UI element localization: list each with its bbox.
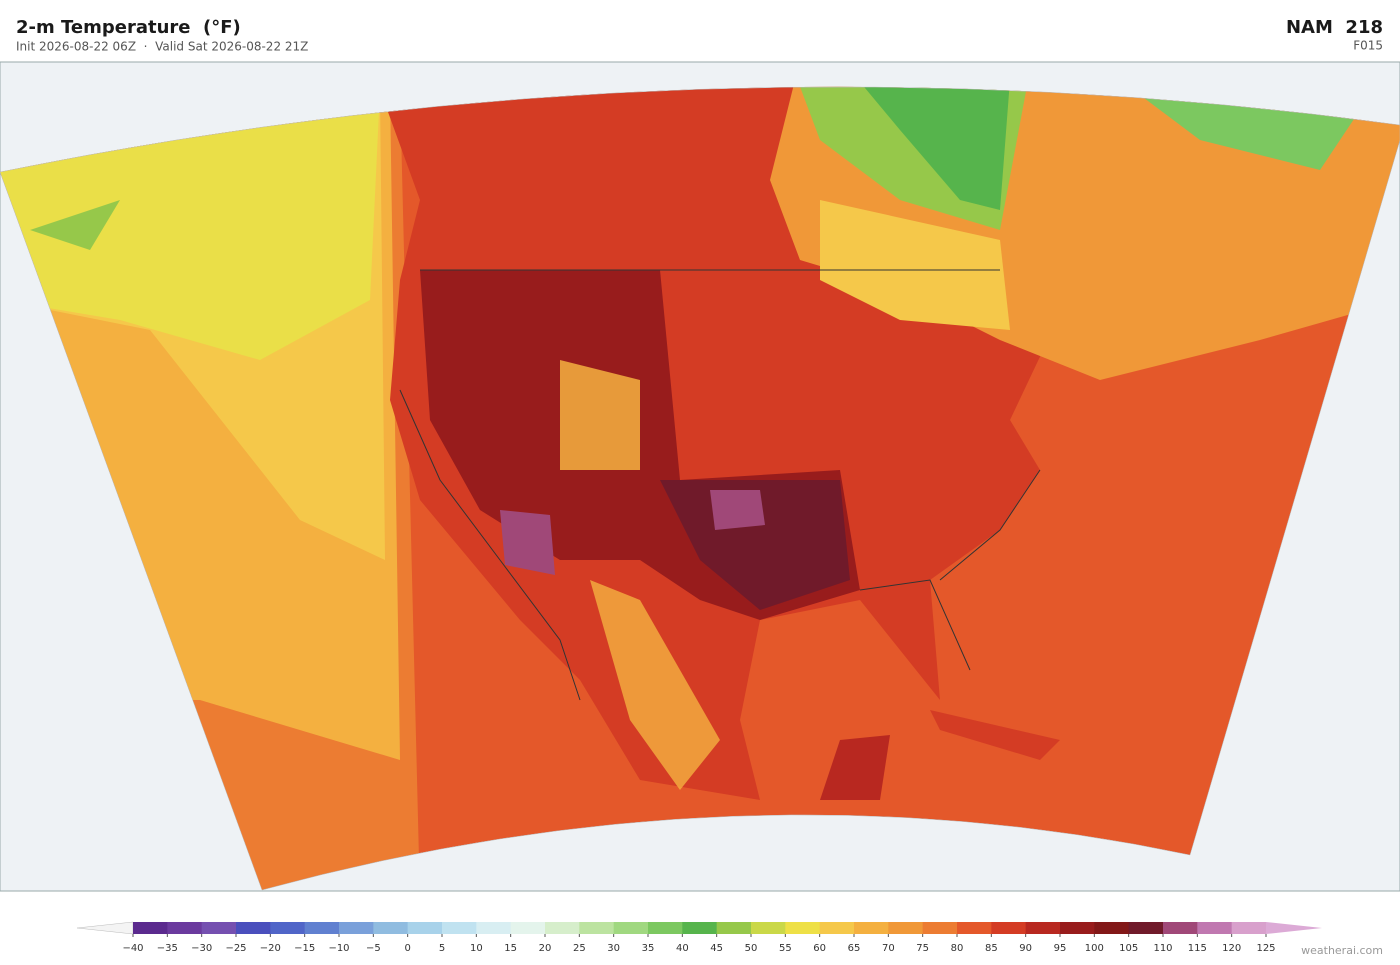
colorbar-tick-label: 10 [470,943,483,954]
colorbar-tick-label: 120 [1222,943,1241,954]
colorbar-bin [510,922,546,934]
colorbar-tick-label: −40 [122,943,143,954]
colorbar-tick-label: 50 [745,943,758,954]
colorbar-bin [888,922,924,934]
colorbar-bin [545,922,580,934]
colorbar-bin [1025,922,1061,934]
colorbar-tick-label: 55 [779,943,792,954]
colorbar-bin [270,922,306,934]
colorbar-bin [957,922,992,934]
colorbar-bin [1128,922,1164,934]
colorbar-over [1266,922,1322,934]
colorbar-bin [682,922,718,934]
colorbar-tick-label: −10 [328,943,349,954]
credit: weatherai.com [1301,944,1383,957]
colorbar-tick-label: −20 [260,943,281,954]
colorbar-bin [819,922,855,934]
model-name: NAM 218 [1286,17,1383,38]
colorbar-bin [373,922,409,934]
colorbar-tick-label: −30 [191,943,212,954]
colorbar-bin [304,922,340,934]
colorbar-tick-label: −5 [366,943,381,954]
colorbar-bin [1231,922,1267,934]
colorbar-bin [167,922,203,934]
map [0,61,1400,892]
colorbar-bin [1094,922,1130,934]
forecast-hour: F015 [1353,39,1383,53]
colorbar-bin [236,922,271,934]
colorbar-tick-label: 105 [1119,943,1138,954]
colorbar-tick-label: 30 [607,943,620,954]
colorbar-bin [407,922,443,934]
colorbar-bin [133,922,168,934]
colorbar-tick-label: 90 [1019,943,1032,954]
colorbar-bin [442,922,477,934]
colorbar-tick-label: 35 [642,943,655,954]
colorbar-tick-label: −35 [157,943,178,954]
colorbar-tick-label: 15 [504,943,517,954]
colorbar-bin [579,922,615,934]
colorbar-tick-label: 110 [1153,943,1172,954]
colorbar-bin [716,922,752,934]
colorbar-bin [1163,922,1198,934]
colorbar-tick-label: 80 [951,943,964,954]
colorbar-bin [785,922,821,934]
colorbar-bin [922,922,958,934]
colorbar-bin [1197,922,1233,934]
colorbar-tick-label: 125 [1256,943,1275,954]
title: 2-m Temperature (°F) [16,17,241,38]
colorbar-tick-label: 100 [1085,943,1104,954]
colorbar-tick-label: 95 [1054,943,1067,954]
colorbar-bin [201,922,237,934]
colorbar-bin [991,922,1027,934]
colorbar-tick-label: 40 [676,943,689,954]
colorbar-tick-label: 75 [916,943,929,954]
colorbar-bin [648,922,683,934]
colorbar-bin [339,922,374,934]
colorbar-tick-label: 45 [710,943,723,954]
colorbar-tick-label: 65 [848,943,861,954]
colorbar-tick-label: 20 [539,943,552,954]
colorbar-tick-label: −25 [225,943,246,954]
colorbar-bin [1060,922,1095,934]
colorbar-bin [751,922,786,934]
colorbar-tick-label: 70 [882,943,895,954]
colorbar-tick-label: 85 [985,943,998,954]
colorbar-tick-label: 5 [439,943,445,954]
colorbar-under [76,921,134,935]
colorbar-tick-label: 60 [813,943,826,954]
colorbar-bin [613,922,649,934]
colorbar-bin [476,922,512,934]
subtitle: Init 2026-08-22 06Z · Valid Sat 2026-08-… [16,40,308,54]
colorbar-tick-label: −15 [294,943,315,954]
colorbar-tick-label: 0 [404,943,410,954]
colorbar-bin [854,922,889,934]
colorbar: −40 −35 −30 −25 −20 −15 −10 −5 0 5 10 15 20 25 30 35 40 4… [76,921,1322,954]
colorbar-tick-label: 115 [1188,943,1207,954]
colorbar-tick-label: 25 [573,943,586,954]
